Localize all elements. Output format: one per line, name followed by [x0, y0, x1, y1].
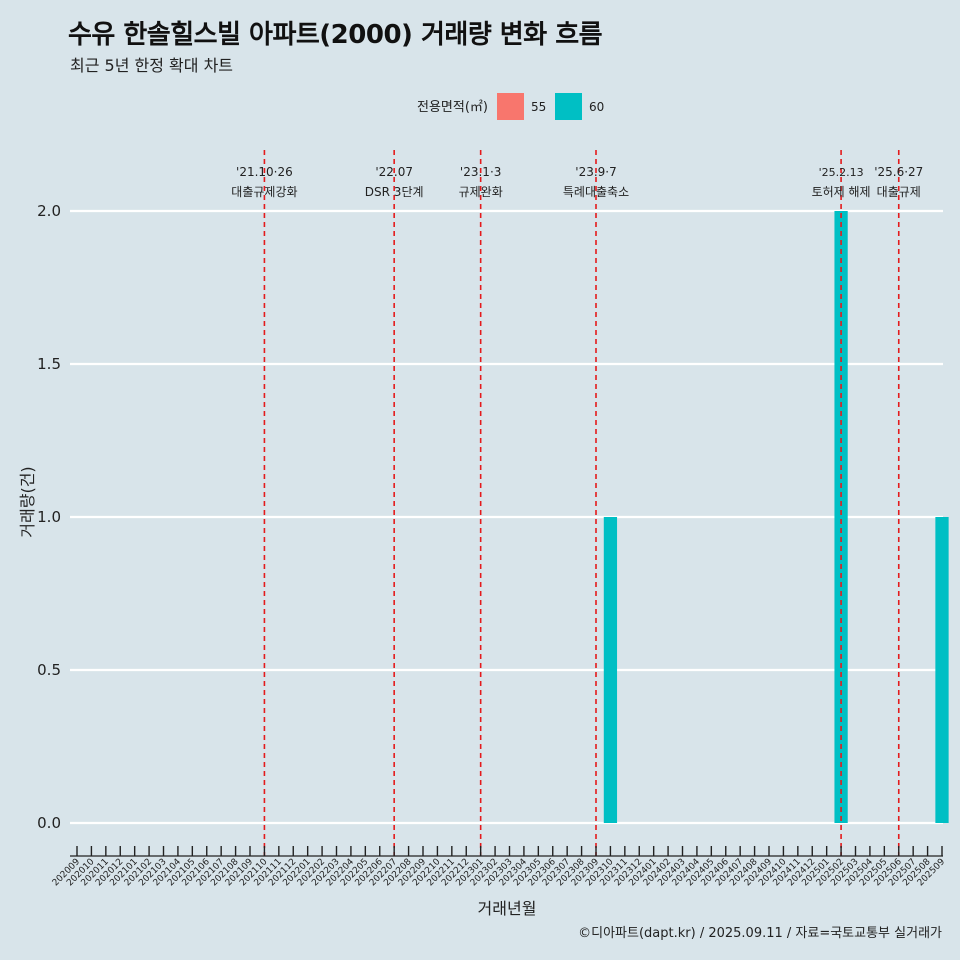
x-axis: 2020092020102020112020122021012021022021… [51, 846, 947, 888]
legend-title: 전용면적(㎡) [417, 100, 488, 115]
event-label: DSR 3단계 [365, 185, 424, 199]
y-tick-label: 1.5 [37, 355, 61, 373]
bar-60-202310 [603, 517, 618, 823]
y-tick-label: 2.0 [37, 202, 61, 220]
legend-swatch-55 [497, 93, 524, 120]
chart-subtitle: 최근 5년 한정 확대 차트 [70, 56, 234, 75]
chart-title: 수유 한솔힐스빌 아파트(2000) 거래량 변화 흐름 [68, 20, 603, 50]
event-date: '23.9·7 [575, 165, 616, 179]
event-date: '23.1·3 [460, 165, 501, 179]
legend-swatch-60 [555, 93, 582, 120]
event-date: '25.2.13 [819, 166, 864, 179]
event-label: 토허제 해제 [812, 185, 871, 199]
event-label: 대출규제 [877, 185, 921, 199]
y-tick-label: 1.0 [37, 508, 61, 526]
y-axis-label: 거래량(건) [18, 466, 37, 537]
x-axis-label: 거래년월 [478, 899, 537, 918]
source-caption: ©디아파트(dapt.kr) / 2025.09.11 / 자료=국토교통부 실… [578, 926, 942, 941]
event-date: '21.10·26 [236, 165, 293, 179]
bars [603, 211, 949, 823]
legend-label-60: 60 [589, 100, 604, 114]
y-axis-ticks: 0.0 0.5 1.0 1.5 2.0 [37, 202, 61, 832]
legend-label-55: 55 [531, 100, 546, 114]
y-tick-label: 0.0 [37, 814, 61, 832]
event-lines: '21.10·26 대출규제강화 '22.07 DSR 3단계 '23.1·3 규제완화 '… [231, 150, 923, 856]
bar-60-202502 [834, 211, 848, 823]
y-tick-label: 0.5 [37, 661, 61, 679]
event-label: 규제완화 [459, 185, 503, 199]
event-date: '25.6·27 [874, 165, 923, 179]
bar-60-202509 [935, 517, 949, 823]
y-gridlines [70, 209, 943, 825]
legend: 전용면적(㎡) 55 60 [417, 93, 604, 120]
event-label: 대출규제강화 [231, 185, 297, 199]
event-date: '22.07 [375, 165, 413, 179]
event-label: 특례대출축소 [563, 185, 629, 199]
